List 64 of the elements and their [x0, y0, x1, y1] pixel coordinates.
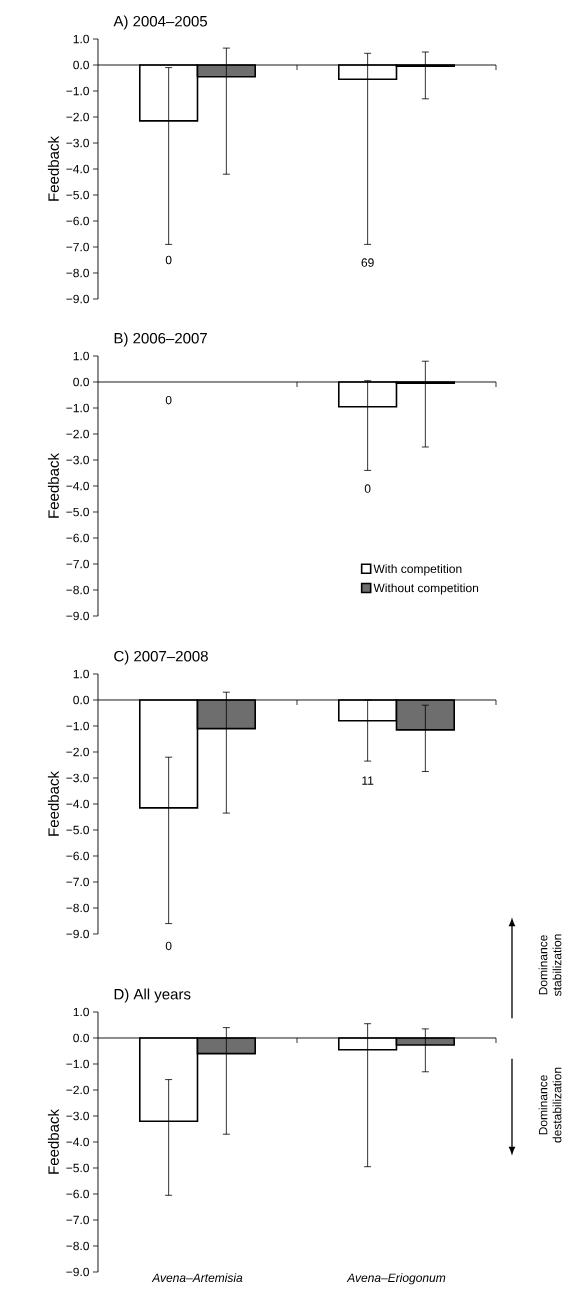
y-axis-title: Feedback [47, 136, 59, 201]
annotation: 0 [364, 484, 371, 493]
x-tick-label: Avena–Artemisia [151, 1273, 243, 1282]
y-tick-label: −5.0 [66, 825, 89, 835]
chart-title: A) 2004–2005 [113, 15, 208, 30]
y-tick-label: −5.0 [66, 1163, 89, 1173]
y-tick-label: 1.0 [73, 669, 89, 679]
y-tick-label: −9.0 [66, 294, 89, 304]
y-tick-label: −6.0 [66, 216, 89, 226]
chart-title: D) All years [114, 988, 191, 1003]
y-tick-label: −8.0 [66, 1241, 89, 1251]
chart-title: C) 2007–2008 [114, 650, 208, 665]
y-tick-label: −2.0 [66, 112, 89, 122]
y-tick-label: −1.0 [66, 1059, 89, 1069]
y-tick-label: −6.0 [66, 1189, 89, 1199]
y-tick-label: 1.0 [73, 351, 89, 361]
y-tick-label: −1.0 [66, 721, 89, 731]
y-tick-label: −5.0 [66, 190, 89, 200]
y-tick-label: −4.0 [66, 1137, 89, 1147]
y-tick-label: −3.0 [66, 138, 89, 148]
y-tick-label: −7.0 [66, 1215, 89, 1225]
y-tick-label: −8.0 [66, 268, 89, 278]
y-tick-label: −8.0 [66, 903, 89, 913]
y-tick-label: −1.0 [66, 86, 89, 96]
y-tick-label: 1.0 [73, 34, 89, 44]
annotation: 0 [165, 255, 172, 265]
y-tick-label: −6.0 [66, 851, 89, 861]
y-tick-label: 1.0 [73, 1007, 89, 1017]
y-tick-label: −4.0 [66, 799, 89, 809]
annotation: 11 [362, 776, 374, 785]
y-tick-label: −9.0 [66, 1267, 89, 1277]
text: Dominance stabilization [538, 934, 562, 997]
y-tick-label: −9.0 [66, 611, 89, 621]
y-tick-label: −9.0 [66, 929, 89, 939]
legend-label: With competition [373, 564, 462, 576]
y-tick-label: −2.0 [66, 429, 89, 439]
y-tick-label: −3.0 [66, 455, 89, 465]
y-tick-label: −5.0 [66, 507, 89, 517]
annotation: 0 [165, 395, 172, 405]
x-tick-label: Avena–Eriogonum [346, 1273, 446, 1285]
chart-title: B) 2006–2007 [114, 332, 207, 347]
y-tick-label: −3.0 [66, 773, 89, 783]
y-tick-label: −6.0 [66, 533, 89, 543]
annotation: 69 [361, 258, 374, 267]
y-tick-label: −4.0 [66, 164, 89, 174]
y-tick-label: −3.0 [66, 1111, 89, 1121]
y-axis-title: Feedback [47, 771, 59, 836]
y-tick-label: 0.0 [73, 695, 89, 705]
y-tick-label: −7.0 [66, 559, 89, 569]
y-axis-title: Feedback [47, 453, 59, 518]
y-tick-label: 0.0 [73, 60, 89, 70]
y-tick-label: 0.0 [73, 377, 89, 387]
text: Dominance destabilization [538, 1067, 562, 1143]
y-axis-title: Feedback [47, 1109, 59, 1174]
y-tick-label: −7.0 [66, 242, 89, 252]
y-tick-label: −8.0 [66, 585, 89, 595]
y-tick-label: −4.0 [66, 481, 89, 491]
y-tick-label: −1.0 [66, 403, 89, 413]
y-tick-label: 0.0 [73, 1033, 89, 1043]
text: 0 [165, 941, 172, 951]
y-tick-label: −7.0 [66, 877, 89, 887]
y-tick-label: −2.0 [66, 747, 89, 757]
y-tick-label: −2.0 [66, 1085, 89, 1095]
legend-label: Without competition [373, 583, 479, 595]
